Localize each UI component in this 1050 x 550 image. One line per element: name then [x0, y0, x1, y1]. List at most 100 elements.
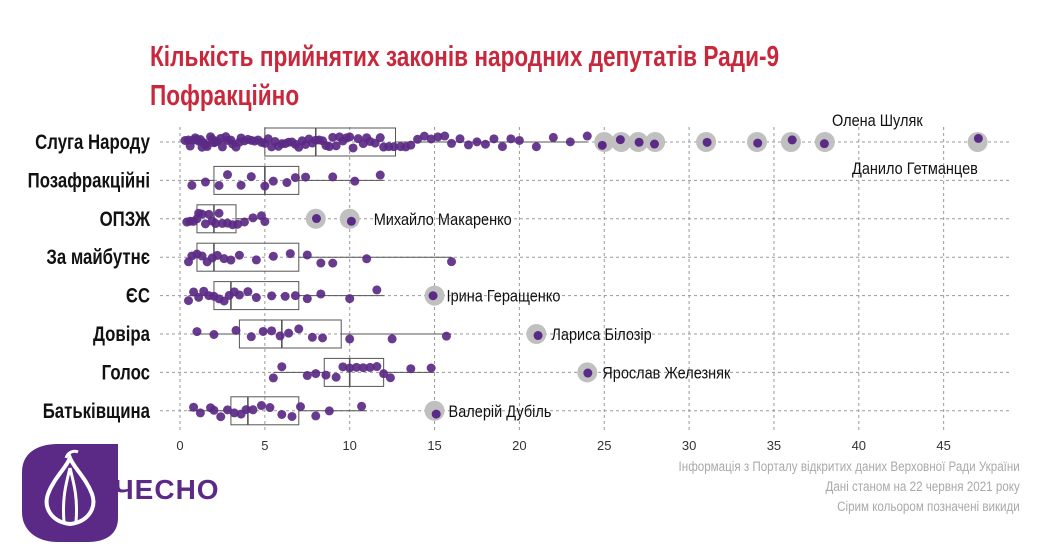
- annotation-label: Михайло Макаренко: [374, 211, 512, 229]
- x-tick-label: 35: [767, 438, 781, 453]
- chart-title-line1: Кількість прийнятих законів народних деп…: [150, 41, 780, 73]
- data-point: [216, 412, 226, 422]
- data-point: [212, 250, 222, 260]
- data-point: [324, 406, 334, 416]
- data-point: [200, 219, 210, 229]
- data-point: [248, 405, 258, 415]
- data-point: [204, 209, 214, 219]
- outlier-point: [753, 138, 763, 148]
- data-point: [260, 217, 270, 227]
- category-labels: Слуга Народу Позафракційні ОПЗЖ За майбутнє…: [28, 131, 151, 423]
- data-point: [187, 180, 197, 190]
- data-point: [307, 332, 317, 342]
- outlier-point: [431, 409, 441, 419]
- data-points: [180, 131, 592, 422]
- footer-note: Сірим кольором позначені викиди: [837, 499, 1020, 514]
- data-point: [195, 408, 205, 418]
- data-point: [531, 142, 541, 152]
- data-point: [324, 142, 334, 152]
- data-point: [302, 371, 312, 381]
- data-point: [256, 401, 266, 411]
- outlier-point: [649, 139, 659, 149]
- data-point: [375, 170, 385, 180]
- data-point: [197, 251, 207, 261]
- annotation-label: Лариса Білозір: [551, 326, 651, 344]
- data-point: [348, 143, 358, 153]
- x-axis-ticks: 0 5 10 15 20 25 30 35 40 45: [176, 438, 951, 453]
- data-point: [284, 328, 294, 338]
- data-point: [290, 291, 300, 301]
- outlier-markers: [305, 132, 988, 421]
- category-label: ЄС: [126, 285, 150, 308]
- x-tick-label: 30: [682, 438, 696, 453]
- annotations: Олена Шуляк Данило Гетманцев Михайло Макар…: [374, 112, 978, 421]
- data-point: [243, 287, 253, 297]
- data-point: [277, 362, 287, 372]
- data-point: [192, 327, 202, 337]
- x-tick-label: 15: [427, 438, 441, 453]
- outlier-point: [583, 368, 593, 378]
- data-point: [223, 405, 233, 415]
- data-point: [223, 170, 233, 180]
- annotation-label: Ярослав Железняк: [602, 365, 730, 383]
- data-point: [318, 333, 328, 343]
- data-point: [345, 132, 355, 142]
- data-point: [268, 251, 278, 261]
- data-point: [246, 332, 256, 342]
- data-point: [258, 326, 268, 336]
- data-point: [200, 177, 210, 187]
- data-point: [389, 142, 399, 152]
- data-point: [514, 135, 524, 145]
- data-point: [497, 142, 507, 152]
- data-point: [328, 258, 338, 268]
- outlier-point: [702, 137, 712, 147]
- x-tick-label: 45: [936, 438, 950, 453]
- data-point: [211, 219, 221, 229]
- x-tick-label: 0: [176, 438, 183, 453]
- data-point: [331, 372, 341, 382]
- data-point: [328, 132, 338, 142]
- grid-lines: [160, 127, 1010, 430]
- data-point: [433, 132, 443, 142]
- outlier-point: [428, 291, 438, 301]
- data-point: [316, 258, 326, 268]
- data-point: [277, 409, 287, 419]
- data-point: [290, 173, 300, 183]
- data-point: [419, 131, 429, 141]
- data-point: [275, 331, 285, 341]
- data-point: [350, 176, 360, 186]
- data-point: [489, 134, 499, 144]
- data-point: [463, 140, 473, 150]
- data-point: [426, 363, 436, 373]
- category-label: Позафракційні: [28, 170, 150, 193]
- category-label: Слуга Народу: [35, 131, 150, 154]
- category-label: ОПЗЖ: [100, 208, 151, 231]
- data-point: [372, 285, 382, 295]
- data-point: [480, 139, 490, 149]
- data-point: [302, 294, 312, 304]
- data-point: [239, 217, 249, 227]
- data-point: [268, 176, 278, 186]
- box-iqr: [238, 319, 342, 349]
- data-point: [226, 255, 236, 265]
- category-label: Батьківщина: [43, 400, 151, 423]
- data-point: [219, 254, 229, 264]
- data-point: [362, 254, 372, 264]
- data-point: [565, 137, 575, 147]
- data-point: [351, 362, 361, 372]
- data-point: [287, 411, 297, 421]
- data-point: [311, 369, 321, 379]
- data-point: [311, 411, 321, 421]
- data-point: [413, 134, 423, 144]
- data-point: [234, 290, 244, 300]
- data-point: [282, 178, 292, 188]
- outlier-point: [615, 135, 625, 145]
- x-tick-label: 40: [852, 438, 866, 453]
- category-label: За майбутнє: [46, 247, 150, 270]
- outlier-point: [597, 140, 607, 150]
- data-point: [183, 296, 193, 306]
- chart-title: Кількість прийнятих законів народних деп…: [150, 38, 821, 116]
- data-point: [295, 402, 305, 412]
- data-point: [209, 405, 219, 415]
- data-point: [338, 362, 348, 372]
